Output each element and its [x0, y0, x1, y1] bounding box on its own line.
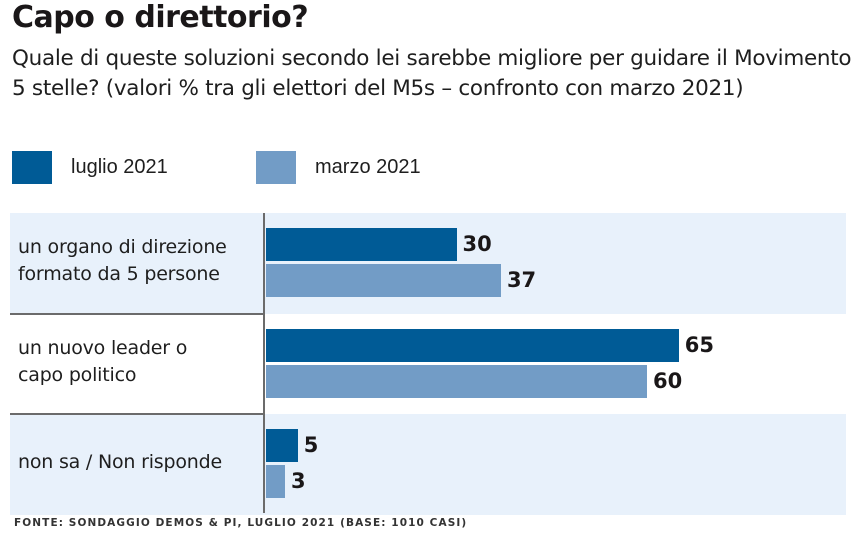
category-label-line: un nuovo leader o [18, 337, 188, 360]
bar-marzo [266, 365, 647, 398]
legend-label-marzo: marzo 2021 [315, 155, 421, 178]
legend-item-luglio: luglio 2021 [12, 150, 168, 184]
bar-luglio [266, 228, 457, 261]
legend-item-marzo: marzo 2021 [256, 150, 421, 184]
category-divider [10, 413, 264, 415]
bar-luglio [266, 429, 298, 462]
legend-swatch-marzo [256, 150, 296, 184]
category-label-line: un organo di direzione [18, 236, 227, 259]
data-label: 65 [684, 333, 714, 357]
data-label: 37 [506, 268, 537, 292]
data-label: 5 [303, 433, 319, 457]
category-label-line: formato da 5 persone [18, 263, 220, 286]
bar-luglio [266, 329, 679, 362]
y-axis-line [263, 213, 265, 513]
category-label: un nuovo leader o capo politico [18, 335, 187, 389]
bar-marzo [266, 465, 286, 498]
chart-title: Capo o direttorio? [12, 0, 309, 35]
legend-swatch-luglio [12, 150, 52, 184]
category-label-line: non sa / Non risponde [18, 450, 222, 473]
category-label: un organo di direzione formato da 5 perso… [18, 234, 227, 288]
source-note: FONTE: SONDAGGIO DEMOS & PI, LUGLIO 2021… [14, 517, 468, 529]
chart-subtitle: Quale di queste soluzioni secondo lei sa… [12, 46, 852, 101]
category-label: non sa / Non risponde [18, 449, 222, 476]
data-label: 60 [653, 369, 683, 393]
category-divider [10, 313, 264, 315]
bar-marzo [266, 264, 501, 297]
data-label: 30 [462, 232, 492, 256]
category-label-line: capo politico [18, 364, 137, 387]
legend-label-luglio: luglio 2021 [71, 155, 168, 178]
category-band [10, 414, 846, 515]
data-label: 3 [291, 469, 306, 493]
